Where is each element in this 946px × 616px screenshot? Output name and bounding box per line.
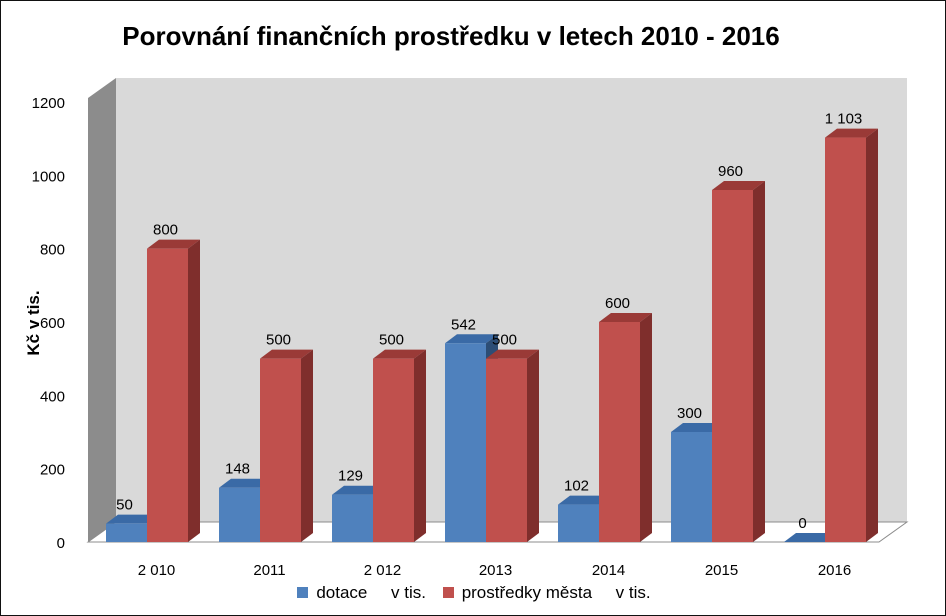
x-tick-label: 2 010 (138, 562, 176, 579)
bar-side (527, 349, 539, 542)
data-label: 542 (451, 316, 476, 333)
bar-top (260, 349, 313, 359)
bar-side (188, 239, 200, 542)
bar-top (599, 313, 652, 322)
data-label: 148 (225, 461, 250, 478)
data-label: 500 (379, 332, 404, 349)
bar-top (219, 478, 272, 488)
x-tick-label: 2016 (818, 562, 851, 579)
bar-top (486, 349, 539, 359)
bar-top (106, 514, 159, 524)
bar (712, 190, 753, 542)
x-tick-label: 2013 (479, 562, 512, 579)
bar-side (301, 349, 313, 542)
side-wall (88, 78, 116, 542)
bar (599, 322, 640, 542)
y-tick-label: 1200 (32, 95, 65, 112)
data-label: 500 (266, 332, 291, 349)
bar (219, 487, 260, 542)
bar-top (373, 349, 426, 359)
bar-side (640, 313, 652, 542)
data-label: 600 (605, 295, 630, 312)
legend-swatch-prostredky (442, 587, 454, 598)
bar-top (332, 485, 385, 495)
bar-side (414, 349, 426, 542)
bar-top (671, 423, 724, 432)
y-tick-label: 800 (40, 242, 65, 259)
data-label: 102 (564, 478, 589, 495)
x-tick-label: 2014 (592, 562, 625, 579)
bar-side (866, 128, 878, 543)
bar (373, 358, 414, 542)
bar-top (558, 495, 611, 505)
bar-top (825, 128, 878, 138)
data-label: 800 (153, 222, 178, 239)
data-label: 300 (677, 405, 702, 422)
bar (147, 248, 188, 542)
y-tick-label: 400 (40, 388, 65, 405)
legend-swatch-dotace (297, 587, 309, 598)
data-label: 0 (798, 515, 806, 532)
bar (486, 358, 527, 542)
bar (260, 358, 301, 542)
chart-title: Porovnání finančních prostředku v letech… (122, 21, 780, 51)
legend-item-dotace: dotace v tis. (297, 583, 426, 603)
y-tick-label: 200 (40, 462, 65, 479)
data-label: 50 (116, 497, 133, 514)
y-axis-label: Kč v tis. (24, 290, 43, 355)
bar (558, 504, 599, 542)
x-tick-label: 2015 (705, 562, 738, 579)
bar-top (445, 334, 498, 344)
legend-label-dotace: dotace v tis. (316, 583, 426, 602)
legend-item-prostredky: prostředky města v tis. (442, 583, 651, 603)
x-tick-label: 2 012 (364, 562, 402, 579)
bar-top (147, 239, 200, 249)
legend-label-prostredky: prostředky města v tis. (461, 583, 651, 602)
bar (671, 432, 712, 542)
data-label: 960 (718, 163, 743, 180)
bar-top (712, 181, 765, 190)
bar (332, 494, 373, 542)
y-tick-label: 600 (40, 315, 65, 332)
data-label: 1 103 (825, 111, 863, 128)
y-tick-label: 1000 (32, 168, 65, 185)
x-tick-label: 2011 (253, 562, 285, 579)
data-label: 129 (338, 468, 363, 485)
bar (445, 343, 486, 542)
bar-top (784, 533, 837, 542)
bar (106, 523, 147, 542)
data-label: 500 (492, 332, 517, 349)
y-tick-label: 0 (57, 535, 65, 552)
bar-side (753, 181, 765, 542)
bar (825, 137, 866, 543)
chart-legend: dotace v tis. prostředky města v tis. (1, 583, 945, 603)
